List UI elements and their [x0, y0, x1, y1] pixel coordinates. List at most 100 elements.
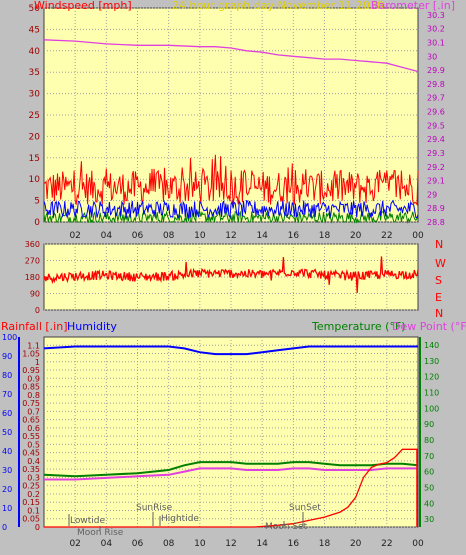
temperature-tick-label: 60	[424, 468, 434, 477]
top-x-tick-label: 02	[69, 231, 80, 241]
temperature-tick-label: 40	[424, 499, 434, 508]
moonrise-label: Moon Rise	[77, 528, 124, 538]
top-x-tick-label: 06	[132, 231, 144, 241]
bottom-x-tick-label: 20	[350, 539, 362, 549]
direction-label-s: S	[435, 274, 442, 287]
temperature-tick-label: 130	[424, 357, 439, 366]
bottom-x-tick-label: 10	[194, 539, 206, 549]
bottom-x-tick-label: 04	[101, 539, 113, 549]
temperature-tick-label: 90	[424, 420, 434, 429]
rainfall-tick-label: 0	[35, 523, 40, 532]
windspeed-tick-label: 0	[34, 218, 40, 228]
humidity-tick-label: 0	[2, 523, 7, 532]
barometer-tick-label: 29.6	[427, 108, 445, 117]
rainfall-tick-label: 1.1	[27, 341, 40, 350]
axis-labels: 0202040406060808101012121414161618182020…	[2, 4, 445, 549]
barometer-tick-label: 29.7	[427, 94, 445, 103]
wind-series-line	[43, 199, 419, 220]
temperature-tick-label: 70	[424, 452, 434, 461]
bottom-x-tick-label: 08	[163, 539, 175, 549]
barometer-tick-label: 29.5	[427, 121, 445, 130]
barometer-tick-label: 28.9	[427, 204, 445, 213]
direction-label-e: E	[435, 291, 442, 304]
humidity-tick-label: 50	[2, 428, 12, 437]
windspeed-tick-label: 35	[29, 68, 40, 78]
windspeed-tick-label: 20	[29, 132, 41, 142]
temperature-tick-label: 80	[424, 436, 434, 445]
direction-series	[43, 256, 419, 293]
rainfall-tick-label: 0.25	[22, 482, 40, 491]
bottom-x-tick-label: 22	[381, 539, 392, 549]
top-x-tick-label: 00	[412, 231, 424, 241]
barometer-tick-label: 29.8	[427, 80, 445, 89]
barometer-tick-label: 30.2	[427, 25, 445, 34]
direction-letters: N W S E N	[435, 238, 446, 320]
rainfall-tick-label: 0.6	[27, 424, 40, 433]
rainfall-tick-label: 0.1	[27, 506, 40, 515]
moonset-label: Moon Set	[265, 522, 308, 532]
graph-title: 24 hour graph day November 11 2020	[172, 0, 384, 12]
rainfall-tick-label: 0.05	[22, 515, 40, 524]
top-x-tick-label: 12	[225, 231, 236, 241]
dewpoint-axis-title: Dew Point (°F)	[392, 320, 466, 333]
humidity-tick-label: 70	[2, 390, 12, 399]
direction-label-n1: N	[435, 238, 443, 251]
windspeed-tick-label: 5	[34, 197, 40, 207]
bottom-plot-area	[43, 336, 419, 528]
bottom-x-tick-label: 16	[288, 539, 300, 549]
barometer-tick-label: 29.4	[427, 135, 445, 144]
sunset-label: SunSet	[289, 503, 321, 513]
rainfall-tick-label: 0.95	[22, 366, 40, 375]
rainfall-tick-label: 0.65	[22, 416, 40, 425]
humidity-axis-title: Humidity	[67, 320, 117, 333]
temperature-axis-title: Temperature (°F)	[311, 320, 406, 333]
top-x-tick-label: 20	[350, 231, 362, 241]
barometer-tick-label: 29.3	[427, 149, 445, 158]
wind-direction-line	[43, 256, 419, 293]
bottom-x-tick-label: 02	[69, 539, 80, 549]
top-x-tick-label: 18	[319, 231, 331, 241]
event-annotations: Lowtide Moon Rise SunRise Hightide SunSe…	[68, 503, 321, 538]
temperature-tick-label: 100	[424, 404, 439, 413]
barometer-tick-label: 30.1	[427, 39, 445, 48]
windspeed-tick-label: 25	[29, 111, 40, 121]
direction-tick-label: 180	[25, 273, 40, 282]
direction-tick-label: 90	[30, 290, 40, 299]
rainfall-tick-label: 0.35	[22, 465, 40, 474]
windspeed-tick-label: 50	[29, 4, 41, 14]
barometer-tick-label: 28.8	[427, 218, 445, 227]
humidity-tick-label: 100	[2, 333, 17, 342]
bottom-x-tick-label: 14	[256, 539, 268, 549]
rainfall-tick-label: 0.8	[27, 391, 40, 400]
direction-tick-label: 270	[25, 257, 40, 266]
humidity-tick-label: 90	[2, 352, 12, 361]
windspeed-tick-label: 10	[29, 175, 41, 185]
top-x-tick-label: 16	[288, 231, 300, 241]
direction-tick-label: 0	[35, 306, 40, 315]
top-series	[43, 39, 419, 224]
temperature-tick-label: 110	[424, 388, 439, 397]
barometer-tick-label: 29.1	[427, 177, 445, 186]
barometer-axis-title: Barometer [.in]	[371, 0, 455, 12]
rainfall-tick-label: 0.55	[22, 432, 40, 441]
rainfall-line	[44, 448, 418, 528]
rainfall-tick-label: 0.75	[22, 399, 40, 408]
top-x-tick-label: 08	[163, 231, 175, 241]
rainfall-axis-title: Rainfall [.in]	[1, 320, 68, 333]
barometer-line	[43, 39, 419, 73]
humidity-tick-label: 40	[2, 447, 12, 456]
bottom-series	[43, 345, 419, 528]
rainfall-tick-label: 0.9	[27, 374, 40, 383]
barometer-tick-label: 30.3	[427, 11, 445, 20]
humidity-tick-label: 20	[2, 485, 12, 494]
rainfall-tick-label: 0.3	[27, 473, 40, 482]
hightide-label: Hightide	[161, 514, 199, 524]
rainfall-tick-label: 0.85	[22, 383, 40, 392]
sunrise-label: SunRise	[136, 503, 173, 513]
temperature-tick-label: 120	[424, 373, 439, 382]
dew-point-line	[44, 467, 418, 481]
temperature-tick-label: 50	[424, 483, 434, 492]
barometer-tick-label: 29.9	[427, 66, 445, 75]
bottom-x-tick-label: 12	[225, 539, 236, 549]
temperature-tick-label: 30	[424, 515, 434, 524]
